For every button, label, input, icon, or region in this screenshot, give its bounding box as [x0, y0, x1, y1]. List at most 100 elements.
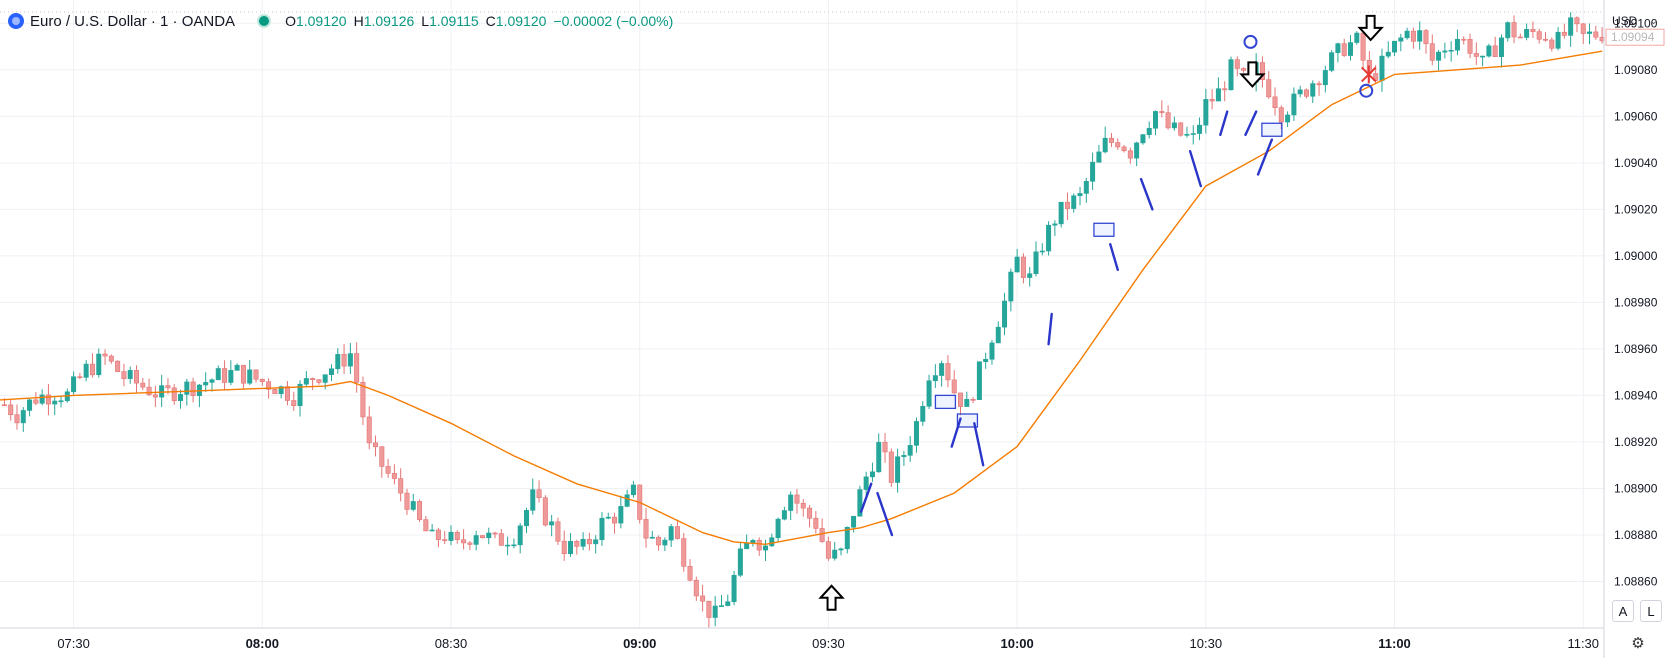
candle-body — [737, 548, 743, 576]
circle-marker — [1359, 83, 1374, 98]
y-tick-label: 1.09000 — [1614, 249, 1658, 263]
candle — [656, 535, 662, 551]
candle — [1077, 186, 1083, 206]
candle — [687, 559, 693, 582]
candle-body — [341, 354, 347, 367]
candle — [423, 515, 429, 532]
candle — [1467, 33, 1473, 59]
candle — [222, 360, 228, 391]
candle-body — [253, 369, 259, 380]
candle-body — [1171, 122, 1177, 129]
candle-body — [687, 566, 693, 581]
candle-body — [1480, 55, 1486, 58]
log-scale-button[interactable]: L — [1640, 600, 1662, 622]
candle — [901, 450, 907, 466]
candle-body — [190, 381, 196, 396]
candle-body — [442, 539, 448, 541]
candle — [832, 541, 838, 561]
candle — [1153, 110, 1159, 136]
currency-label: USD — [1612, 14, 1638, 28]
candle — [27, 398, 33, 417]
candle-body — [1467, 39, 1473, 54]
candle-body — [888, 451, 894, 483]
candle — [561, 530, 567, 561]
candle — [96, 348, 102, 378]
candle — [668, 524, 674, 547]
candle — [240, 364, 246, 390]
trend-stroke — [1109, 243, 1119, 272]
candle-body — [1203, 99, 1209, 126]
candle — [863, 471, 869, 496]
candle — [1190, 125, 1196, 145]
candle-body — [1536, 31, 1542, 40]
last-price-box — [1605, 28, 1665, 46]
candle-body — [1090, 161, 1096, 182]
candle-body — [360, 382, 366, 418]
candle — [316, 378, 322, 385]
candle-body — [995, 326, 1001, 344]
candle-body — [404, 492, 410, 510]
candle-body — [1039, 250, 1045, 253]
candle — [568, 533, 574, 557]
low-label: L — [421, 13, 430, 29]
candle-body — [1354, 32, 1360, 43]
currency-selector[interactable]: USD ⌄ — [1606, 10, 1666, 32]
oanda-logo-icon — [8, 13, 24, 29]
candle-body — [228, 370, 234, 383]
candle — [926, 374, 932, 410]
candle-body — [1392, 40, 1398, 53]
candle-body — [857, 489, 863, 517]
candle — [693, 576, 699, 601]
low-value: 1.09115 — [429, 13, 479, 29]
candle-body — [1096, 151, 1102, 163]
candle — [1568, 12, 1574, 47]
candle-body — [454, 531, 460, 540]
candle — [593, 535, 599, 554]
candle-body — [593, 539, 599, 545]
candle — [580, 532, 586, 551]
candle — [89, 353, 95, 378]
candle-body — [203, 382, 209, 386]
candle-body — [1593, 31, 1599, 38]
candle-body — [1033, 251, 1039, 274]
candle-body — [1102, 137, 1108, 153]
candle — [473, 530, 479, 551]
symbol-title[interactable]: Euro / U.S. Dollar · 1 · OANDA — [30, 12, 236, 30]
candle-body — [1385, 51, 1391, 57]
candle-body — [14, 414, 20, 424]
candle-body — [1329, 52, 1335, 71]
candle — [1297, 85, 1303, 98]
candle — [1215, 77, 1221, 102]
x-tick-label: 10:30 — [1190, 636, 1223, 651]
candle — [461, 529, 467, 550]
candle — [1473, 42, 1479, 65]
candle-body — [1486, 45, 1492, 57]
candle — [303, 371, 309, 388]
candle — [637, 484, 643, 524]
candle-body — [1140, 134, 1146, 144]
candle — [429, 524, 435, 532]
candle-body — [630, 484, 636, 496]
candle — [1316, 80, 1322, 96]
candle — [1008, 268, 1014, 312]
candle — [1461, 36, 1467, 45]
candle-body — [1505, 22, 1511, 39]
candle-body — [33, 399, 39, 404]
candle-body — [410, 501, 416, 510]
candle — [1228, 56, 1234, 91]
gear-icon[interactable]: ⚙ — [1631, 635, 1645, 652]
candle — [1354, 31, 1360, 45]
candle — [511, 538, 517, 549]
candle — [146, 378, 152, 397]
candle — [1020, 253, 1026, 284]
candle-body — [505, 544, 511, 547]
candle-body — [1064, 201, 1070, 209]
candle — [178, 389, 184, 409]
candle — [140, 377, 146, 391]
y-tick-label: 1.08920 — [1614, 435, 1658, 449]
candle-body — [1398, 37, 1404, 42]
candle-body — [96, 353, 102, 376]
auto-scale-button[interactable]: A — [1612, 600, 1634, 622]
